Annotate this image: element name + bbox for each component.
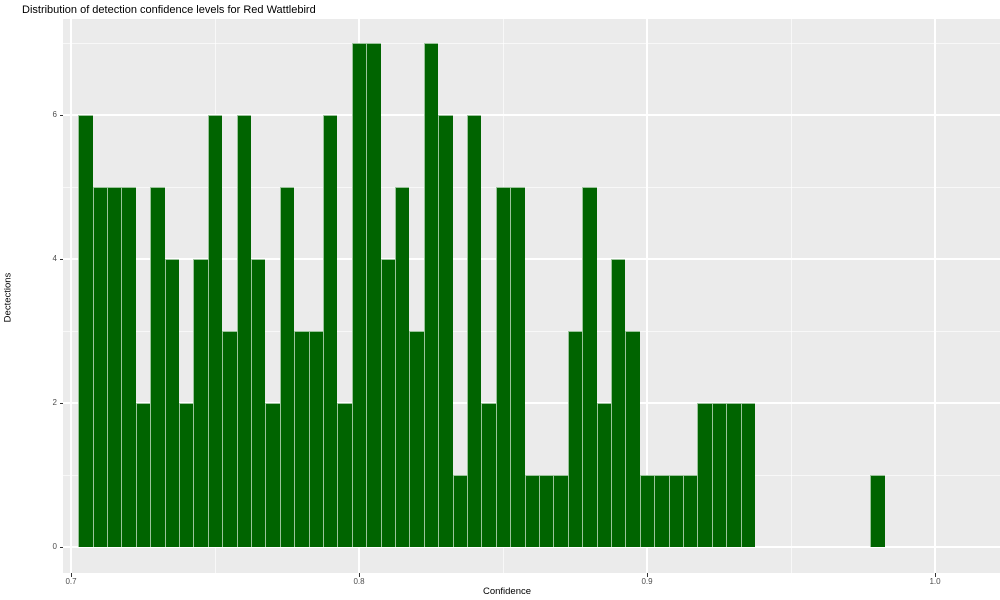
histogram-bar bbox=[423, 43, 439, 547]
x-tick-label: 1.0 bbox=[929, 577, 941, 586]
histogram-bar bbox=[351, 43, 367, 547]
y-axis-tick bbox=[59, 114, 63, 116]
histogram-bar bbox=[337, 403, 352, 547]
y-axis-tick bbox=[59, 258, 63, 260]
gridline-major-horizontal bbox=[63, 402, 1000, 404]
histogram-bar bbox=[308, 331, 323, 547]
histogram-bar bbox=[668, 475, 683, 547]
gridline-major-vertical bbox=[646, 19, 648, 573]
y-tick-label: 4 bbox=[52, 254, 57, 263]
histogram-bar bbox=[395, 187, 410, 547]
histogram-bar bbox=[107, 187, 122, 547]
gridline-minor-horizontal bbox=[63, 43, 1000, 44]
x-tick-label: 0.7 bbox=[65, 577, 77, 586]
x-tick-label: 0.9 bbox=[641, 577, 653, 586]
gridline-major-vertical bbox=[70, 19, 72, 573]
histogram-bar bbox=[265, 403, 280, 547]
histogram-bar bbox=[135, 403, 151, 547]
y-tick-label: 6 bbox=[52, 110, 57, 119]
x-axis-tick bbox=[646, 573, 648, 577]
histogram-bar bbox=[495, 187, 511, 547]
histogram-bar bbox=[323, 115, 338, 547]
histogram-bar bbox=[121, 187, 136, 547]
histogram-bar bbox=[78, 115, 93, 547]
y-axis-tick bbox=[59, 402, 63, 404]
histogram-bar bbox=[438, 115, 453, 547]
histogram-bar bbox=[279, 187, 295, 547]
gridline-minor-horizontal bbox=[63, 331, 1000, 332]
gridline-major-horizontal bbox=[63, 114, 1000, 116]
histogram-bar bbox=[553, 475, 568, 547]
x-axis-title: Confidence bbox=[482, 586, 532, 597]
histogram-bar bbox=[639, 475, 655, 547]
histogram-bar bbox=[92, 187, 107, 547]
histogram-bar bbox=[251, 259, 266, 547]
y-tick-label: 2 bbox=[52, 398, 57, 407]
histogram-bar bbox=[711, 403, 727, 547]
gridline-minor-horizontal bbox=[63, 187, 1000, 188]
chart-title: Distribution of detection confidence lev… bbox=[22, 4, 316, 16]
histogram-bar bbox=[452, 475, 467, 547]
histogram-bar bbox=[567, 331, 583, 547]
histogram-bar bbox=[582, 187, 597, 547]
histogram-bar bbox=[236, 115, 251, 547]
histogram-bar bbox=[596, 403, 611, 547]
histogram-bar bbox=[366, 43, 381, 547]
histogram-bar bbox=[870, 475, 885, 547]
histogram-bar bbox=[164, 259, 179, 547]
x-tick-label: 0.8 bbox=[353, 577, 365, 586]
histogram-bar bbox=[654, 475, 669, 547]
histogram-bar bbox=[380, 259, 395, 547]
histogram-bar bbox=[697, 403, 712, 547]
y-axis-title: Dectections bbox=[2, 272, 14, 323]
histogram-bar bbox=[294, 331, 309, 547]
histogram-bar bbox=[193, 259, 208, 547]
x-axis-tick bbox=[70, 573, 72, 577]
plot-panel bbox=[63, 19, 1000, 573]
x-axis-tick bbox=[358, 573, 360, 577]
y-axis-tick bbox=[59, 546, 63, 548]
histogram-bar bbox=[179, 403, 194, 547]
histogram-bar bbox=[207, 115, 223, 547]
histogram-bar bbox=[611, 259, 626, 547]
gridline-minor-vertical bbox=[791, 19, 792, 573]
histogram-bar bbox=[510, 187, 525, 547]
histogram-bar bbox=[625, 331, 640, 547]
x-axis-tick bbox=[934, 573, 936, 577]
histogram-bar bbox=[481, 403, 496, 547]
histogram-bar bbox=[467, 115, 482, 547]
histogram-bar bbox=[539, 475, 554, 547]
y-tick-label: 0 bbox=[52, 542, 57, 551]
histogram-bar bbox=[222, 331, 237, 547]
gridline-major-horizontal bbox=[63, 258, 1000, 260]
histogram-bar bbox=[740, 403, 755, 547]
histogram-bar bbox=[150, 187, 165, 547]
histogram-bar bbox=[409, 331, 424, 547]
gridline-major-vertical bbox=[934, 19, 936, 573]
histogram-bar bbox=[524, 475, 539, 547]
histogram-bar bbox=[683, 475, 698, 547]
histogram-bar bbox=[726, 403, 741, 547]
